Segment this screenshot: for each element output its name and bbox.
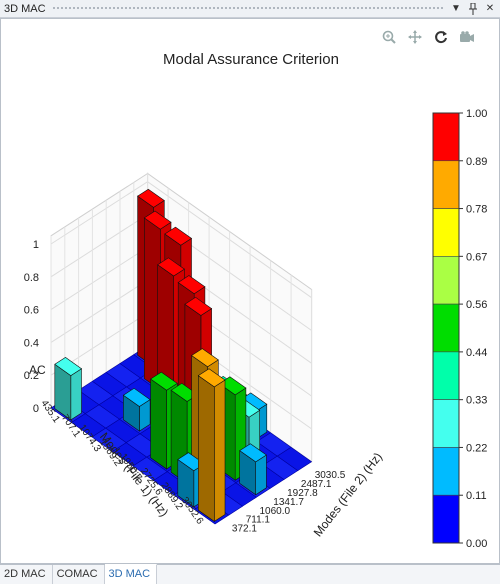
mac-3d-plot[interactable]: Modal Assurance Criterion 0 0.2 0.4 0.6 0.8 1… (0, 18, 500, 564)
bar-top (218, 376, 247, 396)
y-tick-label: 372.1 (232, 524, 257, 535)
colorbar-label: 0.33 (466, 395, 487, 407)
bar-top (177, 275, 206, 295)
colorbar-swatch (432, 303, 460, 353)
bar-top (137, 188, 165, 208)
y-axis-label: Modes (File 2) (Hz) (311, 450, 385, 540)
y-tick-label: 3030.5 (315, 470, 346, 481)
bars (54, 188, 268, 522)
colorbar-label: 0.56 (466, 299, 487, 311)
bar-face (198, 375, 215, 522)
bar-face (70, 368, 82, 421)
colorbar-swatch (432, 494, 460, 544)
zoom-icon[interactable] (381, 29, 397, 45)
y-tick-label: 2487.1 (301, 479, 332, 490)
y-tick-label: 1060.0 (260, 506, 291, 517)
dropdown-icon[interactable]: ▼ (451, 3, 461, 14)
colorbar-label: 0.22 (466, 442, 487, 454)
z-tick-label: 1 (33, 239, 39, 251)
mac-bar (122, 387, 151, 432)
bar-top (150, 371, 178, 391)
panel-title: 3D MAC (4, 2, 46, 15)
colorbar-label: 1.00 (466, 108, 487, 120)
y-tick-label: 1341.7 (273, 497, 304, 508)
tab-2d-mac[interactable]: 2D MAC (0, 565, 53, 584)
bottom-tab-bar: 2D MAC COMAC 3D MAC (0, 564, 500, 584)
close-icon[interactable]: ✕ (485, 3, 495, 14)
tab-3d-mac[interactable]: 3D MAC (104, 564, 158, 584)
z-tick-label: 0.2 (24, 370, 39, 382)
chart-title: Modal Assurance Criterion (163, 51, 339, 68)
bar-top (184, 296, 213, 316)
bar-top (164, 226, 193, 246)
bar-top (157, 257, 185, 277)
z-tick-label: 0.8 (24, 272, 39, 284)
colorbar-label: 0.00 (466, 538, 487, 550)
mac-bar (54, 357, 83, 421)
bar-top (54, 357, 83, 376)
z-tick-label: 0.6 (24, 305, 39, 317)
bar-top (197, 368, 226, 388)
colorbar-label: 0.78 (466, 204, 487, 216)
pan-icon[interactable] (407, 29, 423, 45)
z-tick-label: 0 (33, 403, 39, 415)
pin-icon[interactable] (466, 2, 480, 16)
colorbar-swatch (432, 112, 460, 162)
bar-top (239, 443, 267, 463)
bar-face (214, 379, 226, 522)
colorbar-swatch (432, 399, 460, 448)
tab-comac[interactable]: COMAC (53, 565, 105, 584)
y-tick-label: 711.1 (246, 515, 271, 526)
bar-top (191, 348, 219, 368)
colorbar-swatch (432, 256, 460, 305)
camera-icon[interactable] (459, 29, 475, 45)
panel-titlebar: 3D MAC ▼ ✕ (0, 0, 500, 18)
z-axis: 0 0.2 0.4 0.6 0.8 1 AC (24, 239, 46, 415)
colorbar-label: 0.44 (466, 347, 487, 359)
colorbar-label: 0.67 (466, 251, 487, 263)
z-tick-label: 0.4 (24, 337, 39, 349)
colorbar-frame (432, 112, 460, 544)
colorbar-swatch (432, 351, 460, 400)
bar-top (122, 387, 151, 407)
colorbar-label: 0.89 (466, 156, 487, 168)
floor-tile (276, 446, 313, 471)
titlebar-grip[interactable] (51, 6, 443, 11)
bar-face (150, 378, 167, 470)
plot-toolbar (381, 29, 475, 45)
colorbar-swatch (432, 447, 460, 496)
mac-bar (239, 443, 267, 496)
rotate-icon[interactable] (433, 29, 449, 45)
y-tick-label: 1927.8 (287, 488, 318, 499)
mac-3d-scene[interactable]: 00.20.40.60.81AC435.1707.11074.31569.219… (1, 19, 499, 565)
z-axis-label: AC (29, 363, 46, 377)
colorbar-swatch (432, 160, 460, 209)
bar-top (143, 210, 172, 230)
colorbar-swatch (432, 208, 460, 257)
colorbar-label: 0.11 (466, 490, 487, 502)
colorbar: 1.00 0.89 0.78 0.67 0.56 0.44 0.33 0.22 0.11 0.00 (432, 108, 487, 550)
mac-bar (197, 368, 226, 522)
